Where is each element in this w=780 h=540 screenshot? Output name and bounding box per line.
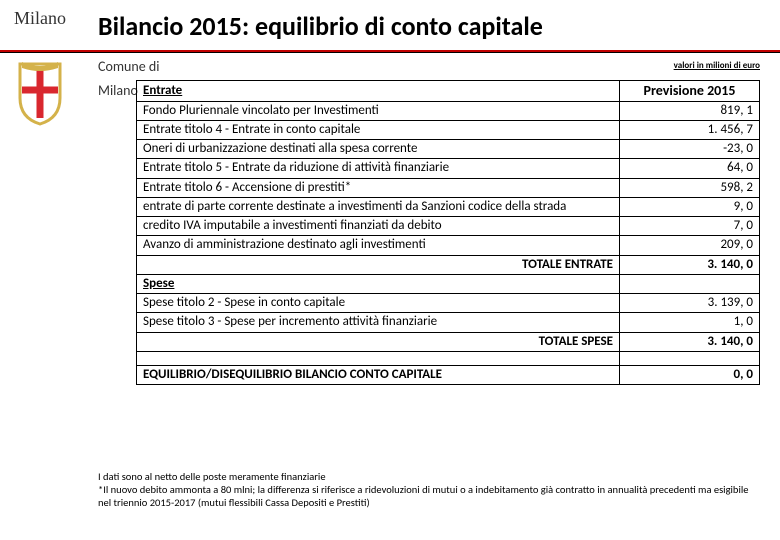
- totale-entrate-label: TOTALE ENTRATE: [137, 255, 620, 274]
- page-title: Bilancio 2015: equilibrio di conto capit…: [98, 10, 543, 42]
- equilibrio-value: 0, 0: [620, 365, 760, 384]
- footnote-line: *Il nuovo debito ammonta a 80 mlni; la d…: [98, 483, 758, 509]
- spese-row-value: 1, 0: [620, 313, 760, 332]
- equilibrio-label: EQUILIBRIO/DISEQUILIBRIO BILANCIO CONTO …: [137, 365, 620, 384]
- spese-row-label: Spese titolo 3 - Spese per incremento at…: [137, 313, 620, 332]
- brand-top: Milano: [14, 8, 66, 29]
- spese-row-label: Spese titolo 2 - Spese in conto capitale: [137, 294, 620, 313]
- footnotes: I dati sono al netto delle poste meramen…: [98, 470, 758, 509]
- totale-spese-label: TOTALE SPESE: [137, 332, 620, 351]
- header: Milano Bilancio 2015: equilibrio di cont…: [0, 0, 780, 88]
- entrate-row-label: Fondo Pluriennale vincolato per Investim…: [137, 101, 620, 120]
- entrate-row-value: 7, 0: [620, 217, 760, 236]
- milano-label: Milano: [98, 82, 138, 99]
- entrate-row-value: 598, 2: [620, 178, 760, 197]
- entrate-row-value: 819, 1: [620, 101, 760, 120]
- col-header-previsione: Previsione 2015: [620, 81, 760, 102]
- entrate-row-value: 209, 0: [620, 236, 760, 255]
- milano-shield-icon: [16, 62, 64, 126]
- entrate-row-label: Entrate titolo 5 - Entrate da riduzione …: [137, 159, 620, 178]
- budget-table: Entrate Previsione 2015 Fondo Pluriennal…: [136, 80, 760, 385]
- title-rule-black: [0, 52, 780, 53]
- unit-note: valori in milioni di euro: [674, 60, 760, 71]
- spese-row-value: 3. 139, 0: [620, 294, 760, 313]
- entrate-row-label: entrate di parte corrente destinate a in…: [137, 197, 620, 216]
- entrate-row-label: Entrate titolo 6 - Accensione di prestit…: [137, 178, 620, 197]
- entrate-row-value: 1. 456, 7: [620, 120, 760, 139]
- entrate-row-label: Oneri di urbanizzazione destinati alla s…: [137, 140, 620, 159]
- entrate-row-value: 64, 0: [620, 159, 760, 178]
- totale-spese-value: 3. 140, 0: [620, 332, 760, 351]
- totale-entrate-value: 3. 140, 0: [620, 255, 760, 274]
- comune-label: Comune di: [98, 58, 159, 75]
- entrate-row-value: 9, 0: [620, 197, 760, 216]
- footnote-line: I dati sono al netto delle poste meramen…: [98, 470, 758, 483]
- entrate-row-label: Avanzo di amministrazione destinato agli…: [137, 236, 620, 255]
- entrate-row-label: credito IVA imputabile a investimenti fi…: [137, 217, 620, 236]
- entrate-row-label: Entrate titolo 4 - Entrate in conto capi…: [137, 120, 620, 139]
- entrate-row-value: -23, 0: [620, 140, 760, 159]
- entrate-header: Entrate: [143, 83, 182, 98]
- spese-header: Spese: [143, 276, 174, 291]
